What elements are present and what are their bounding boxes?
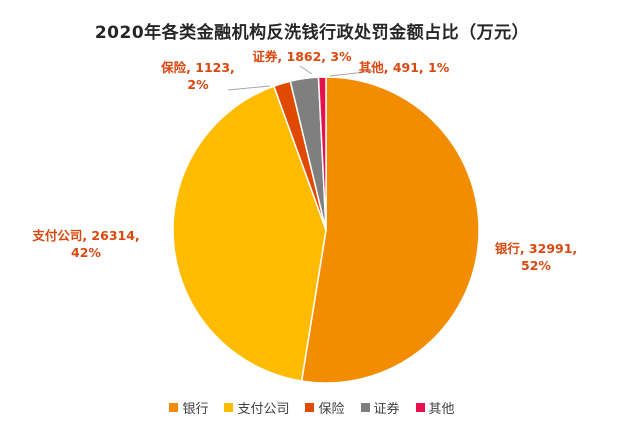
legend-swatch-other [415,403,425,412]
legend-label-securities: 证券 [373,402,400,417]
leader-line-insurance [227,85,271,91]
legend-swatch-insurance [305,403,315,412]
legend-label-other: 其他 [428,402,455,417]
data-label-insurance: 保险, 1123, 2% [160,60,235,92]
data-label-payment: 支付公司, 26314, 42% [31,228,139,260]
pie-slice-bank [300,76,480,384]
legend-item-securities: 证券 [360,398,400,417]
legend-item-bank: 银行 [169,398,208,417]
data-label-bank: 银行, 32991, 52% [495,241,577,273]
pie-slice-payment [172,85,327,382]
pie-slice-other [317,76,327,231]
legend-swatch-payment [224,403,234,412]
leader-line-other [329,70,375,77]
data-label-securities: 证券, 1862, 3% [252,49,352,64]
legend-item-payment: 支付公司 [224,398,289,417]
leader-line-securities [299,65,313,75]
data-label-other: 其他, 491, 1% [359,60,450,75]
chart-legend: 银行 支付公司 保险 证券 其他 [0,398,624,417]
legend-label-insurance: 保险 [318,402,345,417]
legend-label-payment: 支付公司 [237,402,290,417]
legend-label-bank: 银行 [182,402,209,417]
legend-swatch-bank [169,403,179,412]
legend-item-other: 其他 [415,398,455,417]
chart-title: 2020年各类金融机构反洗钱行政处罚金额占比（万元） [94,23,530,43]
legend-item-insurance: 保险 [305,398,345,417]
legend-swatch-securities [360,403,370,412]
